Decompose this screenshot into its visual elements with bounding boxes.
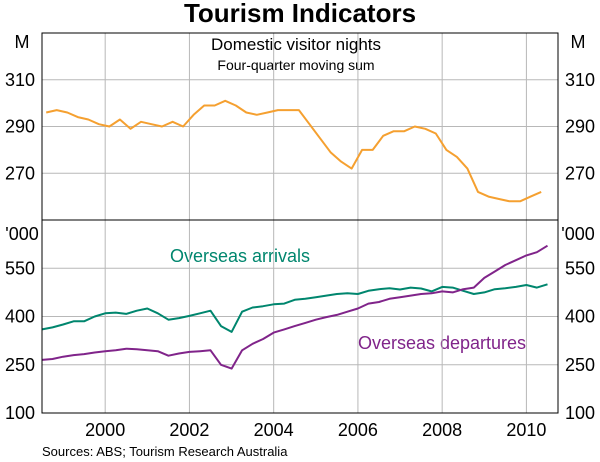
series-label-arrivals: Overseas arrivals bbox=[170, 246, 310, 266]
xtick-label: 2010 bbox=[506, 420, 546, 440]
bottom-ytick-left: 400 bbox=[5, 307, 35, 327]
bottom-ytick-right: 400 bbox=[565, 307, 595, 327]
xtick-label: 2000 bbox=[85, 420, 125, 440]
bottom-ytick-right: 250 bbox=[565, 355, 595, 375]
series-line-overseas-arrivals bbox=[41, 283, 548, 333]
top-ytick-left: 310 bbox=[5, 70, 35, 90]
top-panel-subtitle: Four-quarter moving sum bbox=[217, 57, 374, 73]
bottom-unit-left: '000 bbox=[5, 224, 38, 244]
source-note: Sources: ABS; Tourism Research Australia bbox=[42, 444, 288, 459]
bottom-ytick-left: 250 bbox=[5, 355, 35, 375]
top-unit-right: M bbox=[571, 32, 586, 52]
bottom-ytick-right: 550 bbox=[565, 258, 595, 278]
top-ytick-left: 290 bbox=[5, 117, 35, 137]
xtick-label: 2004 bbox=[254, 420, 294, 440]
xtick-label: 2008 bbox=[422, 420, 462, 440]
plot-frame bbox=[41, 32, 559, 414]
top-unit-left: M bbox=[15, 32, 30, 52]
top-ytick-left: 270 bbox=[5, 163, 35, 183]
xtick-label: 2002 bbox=[169, 420, 209, 440]
chart-title: Tourism Indicators bbox=[184, 0, 416, 28]
xtick-label: 2006 bbox=[338, 420, 378, 440]
bottom-unit-right: '000 bbox=[561, 224, 594, 244]
bottom-ytick-right: 100 bbox=[565, 403, 595, 423]
bottom-ytick-left: 550 bbox=[5, 258, 35, 278]
top-ytick-right: 270 bbox=[565, 163, 595, 183]
plot-area: 310 310 290 290 270 270 550 550 400 400 250 250 100 1… bbox=[5, 32, 595, 440]
series-line-overseas-departures bbox=[41, 244, 549, 370]
top-ytick-right: 310 bbox=[565, 70, 595, 90]
bottom-ytick-left: 100 bbox=[5, 403, 35, 423]
series-line-domestic-visitor-nights bbox=[45, 99, 542, 203]
top-panel-title: Domestic visitor nights bbox=[211, 35, 381, 54]
top-ytick-right: 290 bbox=[565, 117, 595, 137]
